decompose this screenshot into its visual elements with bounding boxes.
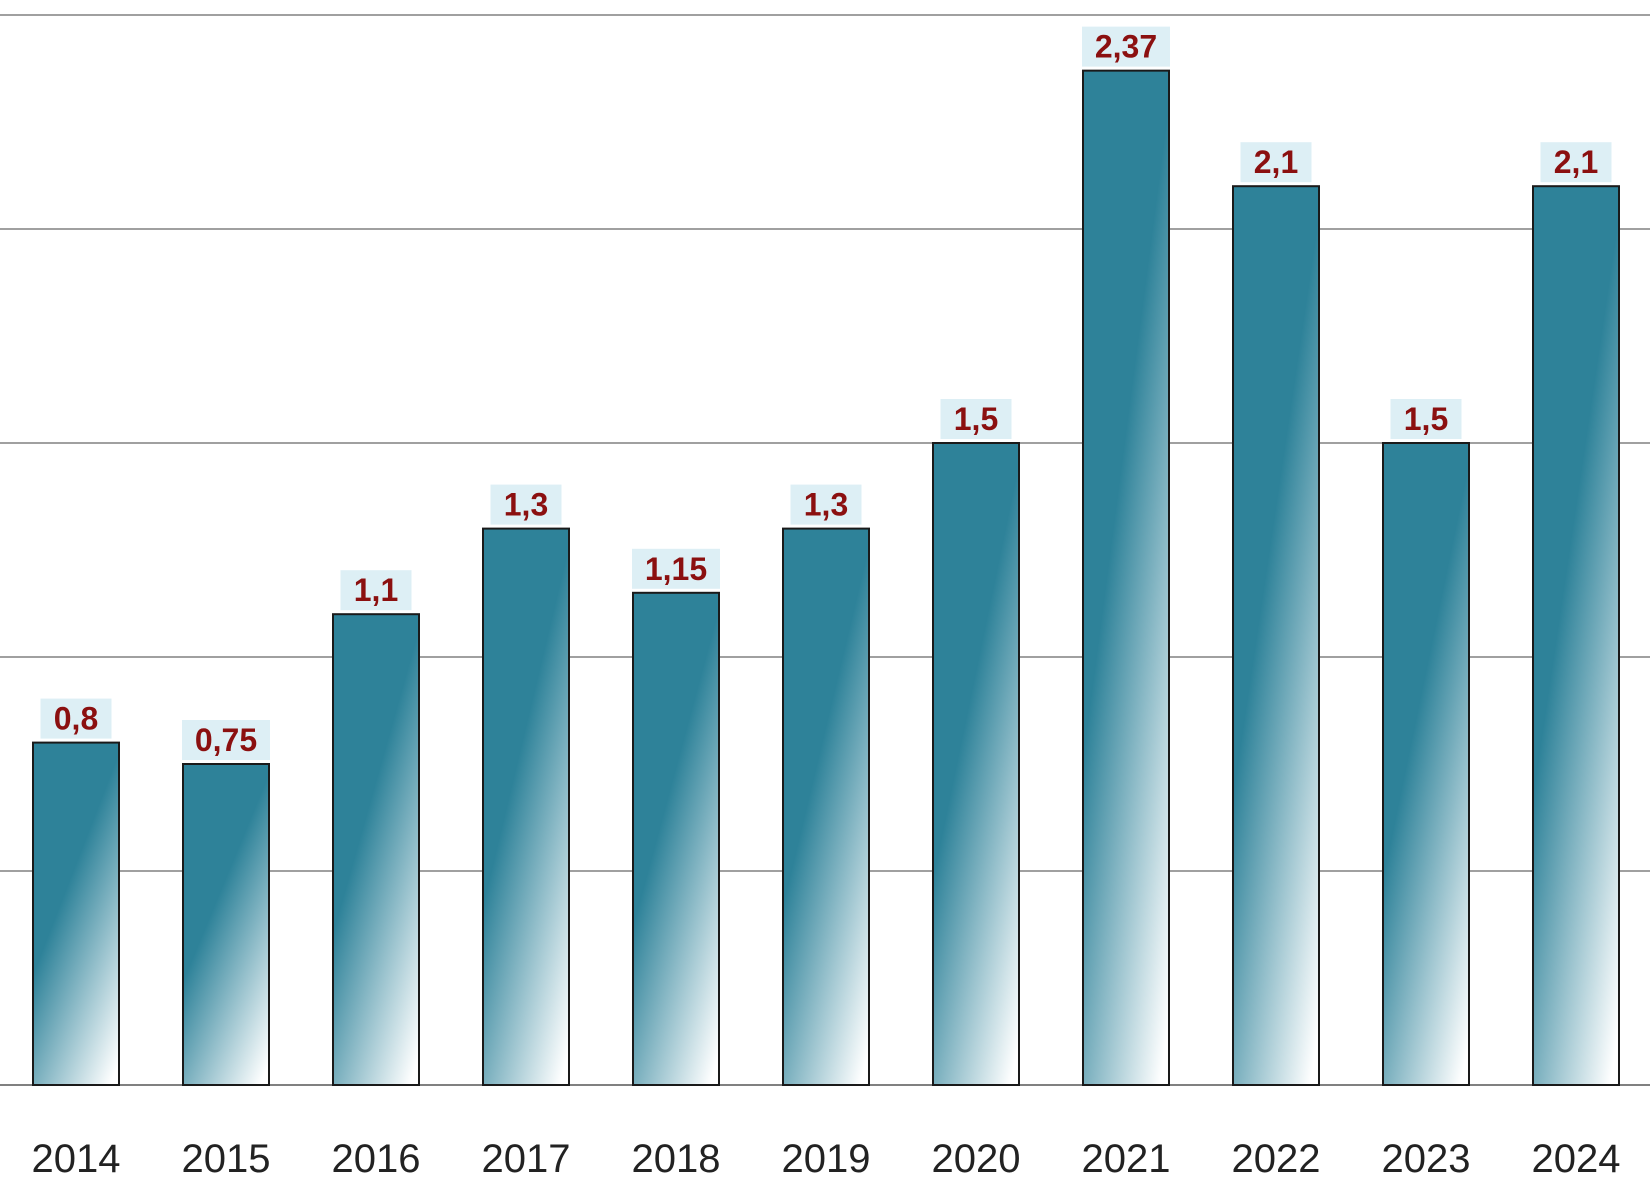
x-tick-label-2015: 2015 [182, 1137, 271, 1174]
bar-2023 [1382, 442, 1470, 1086]
data-label-background [490, 484, 562, 525]
x-tick-label-2014: 2014 [32, 1137, 121, 1174]
data-labels: 0,8 0,75 1,1 1,3 1,15 1,3 1,5 2,37 2,1 1,5 2,1 [40, 26, 1612, 760]
x-tick-label-2020: 2020 [932, 1137, 1021, 1174]
data-label-2017: 1,3 [504, 487, 548, 523]
x-tick-label-2024: 2024 [1532, 1137, 1621, 1174]
x-axis-ticks: 2014 2015 2016 2017 2018 2019 2020 2021 2022 2023… [32, 1137, 1621, 1179]
data-label-2023: 1,5 [1404, 401, 1448, 437]
x-tick-label-2021: 2021 [1082, 1137, 1171, 1174]
bar-2021 [1082, 69, 1170, 1086]
bar-2017 [482, 527, 570, 1086]
data-label-2018: 1,15 [645, 551, 707, 587]
data-label-background [1082, 26, 1170, 67]
data-label-background [1390, 399, 1462, 439]
bar-2015 [182, 763, 270, 1086]
data-label-background [340, 570, 412, 611]
data-label-2020: 1,5 [954, 401, 998, 437]
data-label-background [632, 548, 720, 589]
data-label-background [182, 720, 270, 760]
x-tick-label-2018: 2018 [632, 1137, 721, 1174]
x-tick-label-2022: 2022 [1232, 1137, 1321, 1174]
data-label-background [1540, 142, 1612, 183]
data-label-background [790, 484, 862, 525]
data-label-background [40, 698, 112, 739]
x-tick-label-2017: 2017 [482, 1137, 571, 1174]
bar-2014 [32, 741, 120, 1086]
bar-2022 [1232, 185, 1320, 1086]
bar-2018 [632, 591, 720, 1086]
bars [32, 69, 1620, 1086]
data-label-background [940, 399, 1012, 439]
x-tick-label-2019: 2019 [782, 1137, 871, 1174]
bar-2024 [1532, 185, 1620, 1086]
data-label-2022: 2,1 [1254, 144, 1298, 180]
data-label-2021: 2,37 [1095, 29, 1157, 65]
bar-2016 [332, 613, 420, 1086]
data-label-2015: 0,75 [195, 722, 257, 758]
x-tick-label-2016: 2016 [332, 1137, 421, 1174]
data-label-2024: 2,1 [1554, 144, 1598, 180]
data-label-2019: 1,3 [804, 487, 848, 523]
bar-2020 [932, 442, 1020, 1086]
data-label-background [1240, 142, 1312, 183]
data-label-2014: 0,8 [54, 701, 98, 737]
x-tick-label-2023: 2023 [1382, 1137, 1471, 1174]
data-label-2016: 1,1 [354, 572, 398, 608]
bar-2019 [782, 527, 870, 1086]
